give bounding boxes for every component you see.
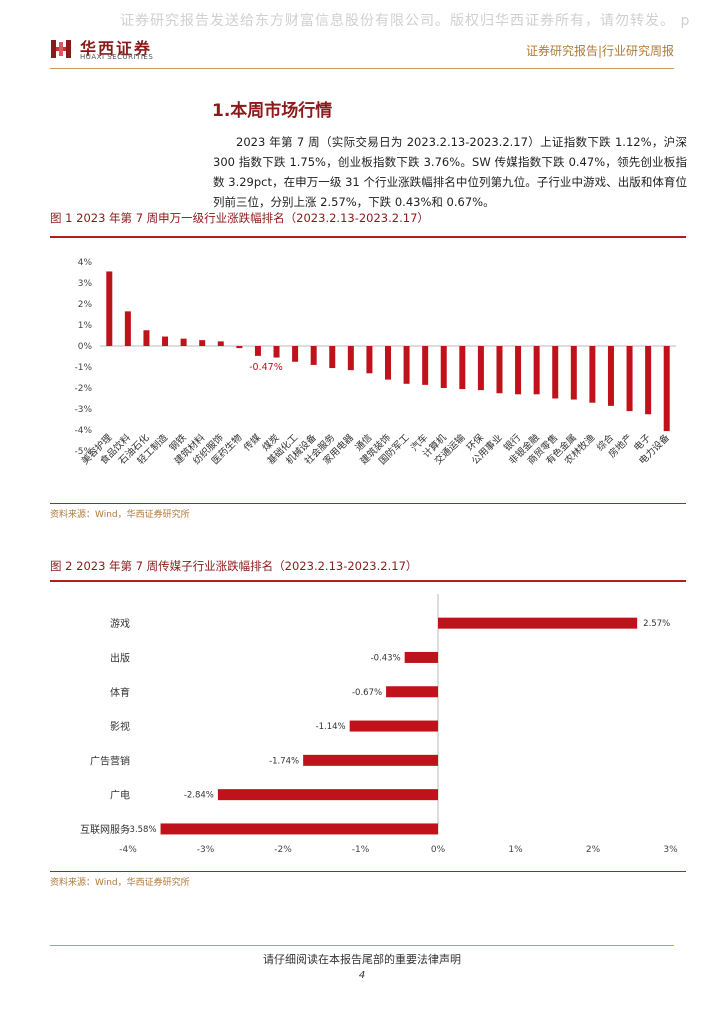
figure1-bottom-rule [50, 503, 686, 504]
y-tick-label: -2% [74, 384, 92, 394]
bar [310, 346, 317, 365]
bar [626, 346, 633, 412]
header-divider [50, 68, 674, 69]
figure2-top-rule [50, 580, 686, 582]
bar [477, 346, 484, 391]
data-label: -0.47% [249, 362, 283, 373]
x-tick-label: -1% [352, 845, 370, 855]
paragraph-text: 2023 年第 7 周（实际交易日为 2023.2.13-2023.2.17）上… [213, 135, 687, 209]
data-label: -1.14% [316, 722, 346, 732]
bar [162, 336, 169, 346]
data-label: -0.67% [352, 688, 382, 698]
category-label: 互联网服务 [80, 823, 130, 836]
bar [329, 346, 336, 369]
y-tick-label: 3% [78, 279, 93, 289]
bar [422, 346, 429, 385]
report-tag: 证券研究报告|行业研究周报 [525, 44, 674, 58]
figure1-chart: 4%3%2%1%0%-1%-2%-3%-4%-5%美容护理食品饮料石油石化轻工制… [74, 258, 676, 467]
data-label: -3.58% [126, 825, 156, 835]
category-label: 广电 [110, 789, 130, 802]
bar [403, 346, 410, 384]
bar [303, 754, 438, 766]
bar [440, 346, 447, 388]
x-tick-label: 2% [586, 845, 601, 855]
logo-icon [50, 38, 72, 60]
bar [645, 346, 652, 415]
bar [236, 346, 243, 349]
bar [160, 823, 439, 835]
y-tick-label: 2% [78, 300, 93, 310]
bar [106, 271, 113, 346]
x-tick-label: -3% [197, 845, 215, 855]
category-label: 影视 [110, 720, 130, 733]
bar [180, 338, 187, 346]
footer-disclaimer: 请仔细阅读在本报告尾部的重要法律声明 [263, 953, 461, 966]
y-tick-label: 4% [78, 258, 93, 268]
y-tick-label: -4% [74, 426, 92, 436]
bar [124, 311, 131, 346]
y-tick-label: 1% [78, 321, 93, 331]
logo-text: 华西证券 [80, 39, 153, 58]
y-tick-label: -1% [74, 363, 92, 373]
bar [349, 720, 438, 732]
bar [273, 346, 280, 358]
bar [570, 346, 577, 400]
y-tick-label: -5% [74, 447, 92, 457]
category-label: 传媒 [241, 431, 263, 453]
data-label: -2.84% [184, 791, 214, 801]
y-tick-label: 0% [78, 342, 93, 352]
bar [143, 330, 150, 346]
bar [663, 346, 670, 432]
bar [533, 346, 540, 395]
logo-subtext: HUAXI SECURITIES [80, 53, 154, 61]
bar [292, 346, 299, 362]
bar [459, 346, 466, 390]
watermark: 证券研究报告发送给东方财富信息股份有限公司。版权归华西证券所有，请勿转发。 p [120, 13, 691, 29]
figure1-title: 图 1 2023 年第 7 周申万一级行业涨跌幅排名（2023.2.13-202… [50, 211, 429, 225]
data-label: -1.74% [269, 756, 299, 766]
bar [385, 346, 391, 380]
x-tick-label: 3% [663, 845, 678, 855]
bar [589, 346, 596, 403]
figure2-bottom-rule [50, 871, 686, 872]
bar [386, 686, 438, 698]
bar [366, 346, 373, 374]
category-label: 游戏 [110, 617, 130, 630]
category-label: 广告营销 [90, 754, 130, 767]
category-label: 体育 [110, 686, 130, 699]
figure1-top-rule [50, 236, 686, 238]
section-paragraph: 2023 年第 7 周（实际交易日为 2023.2.13-2023.2.17）上… [213, 132, 687, 212]
bar [438, 617, 638, 629]
bar [217, 789, 438, 801]
data-label: 2.57% [643, 619, 670, 629]
x-tick-label: 1% [508, 845, 523, 855]
y-tick-label: -3% [74, 405, 92, 415]
bar [347, 346, 354, 371]
section-title: 1.本周市场行情 [212, 101, 333, 121]
bar [607, 346, 614, 406]
figure2-source: 资料来源：Wind，华西证券研究所 [50, 878, 190, 888]
bar [254, 346, 261, 356]
bar [552, 346, 559, 399]
figure1-source: 资料来源：Wind，华西证券研究所 [50, 510, 190, 520]
x-tick-label: -2% [274, 845, 292, 855]
footer-divider [50, 945, 674, 946]
page-number: 4 [358, 970, 366, 981]
bar [404, 651, 438, 663]
bar [515, 346, 522, 395]
data-label: -0.43% [371, 653, 401, 663]
bar [199, 340, 206, 346]
bar [496, 346, 503, 394]
figure2-title: 图 2 2023 年第 7 周传媒子行业涨跌幅排名（2023.2.13-2023… [50, 559, 418, 573]
figure2-chart: 游戏 2.57% 出版 -0.43% 体育 -0.67% 影视 -1.14% 广告营销 -1.74… [80, 594, 678, 855]
x-tick-label: -4% [119, 845, 137, 855]
category-label: 出版 [110, 651, 130, 664]
x-tick-label: 0% [431, 845, 446, 855]
bar [217, 341, 224, 346]
